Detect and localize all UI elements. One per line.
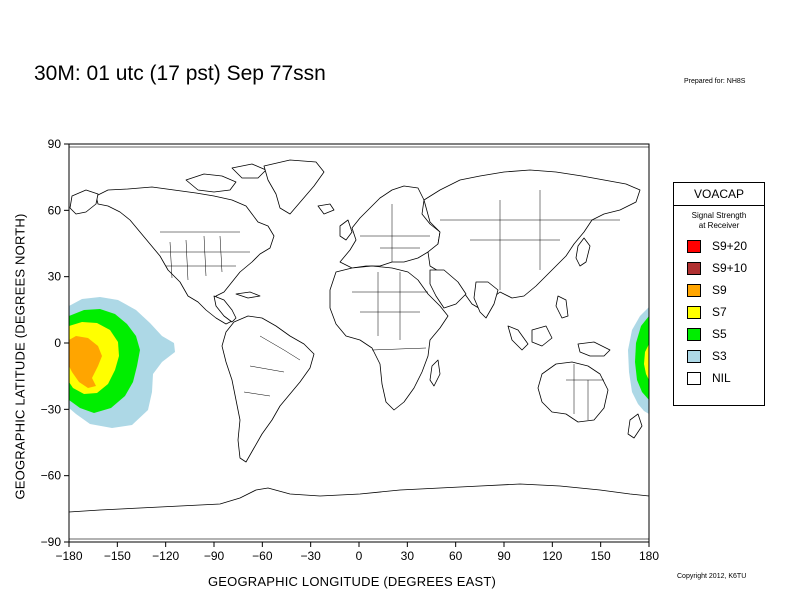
y-tick-label: −30	[41, 402, 62, 416]
legend-item-label: NIL	[712, 371, 731, 385]
india	[473, 281, 499, 319]
y-tick-label: −90	[41, 535, 62, 549]
sumatra	[507, 325, 529, 351]
legend-subtitle: Signal Strength at Receiver	[674, 211, 764, 231]
legend-item: S9	[674, 279, 764, 301]
madagascar	[429, 359, 441, 387]
legend-item-label: S9+20	[712, 239, 748, 253]
y-tick-label: 60	[48, 203, 62, 217]
europe	[339, 185, 441, 269]
legend-item: S7	[674, 301, 764, 323]
coverage-s5-east	[635, 316, 649, 400]
legend-swatch	[687, 371, 701, 385]
australia	[537, 361, 609, 423]
central-america	[213, 295, 237, 323]
tick-marks	[64, 143, 650, 547]
x-tick-label: −180	[55, 549, 82, 563]
japan	[575, 237, 591, 267]
alaska	[69, 189, 99, 215]
legend-item: S9+20	[674, 235, 764, 257]
x-tick-label: 90	[497, 549, 511, 563]
borneo	[531, 325, 553, 347]
legend-swatch	[687, 327, 701, 341]
y-tick-label: −60	[41, 469, 62, 483]
new-guinea	[577, 341, 611, 357]
legend-item: S5	[674, 323, 764, 345]
legend-item-label: S3	[712, 349, 727, 363]
legend-subtitle-line2: at Receiver	[698, 221, 740, 230]
arctic-islands	[185, 173, 237, 193]
legend-item: NIL	[674, 367, 764, 389]
legend-subtitle-line1: Signal Strength	[691, 211, 747, 220]
map-title: 30M: 01 utc (17 pst) Sep 77ssn	[34, 62, 326, 85]
legend-swatch	[687, 349, 701, 363]
tick-labels: −180 −150 −120 −90 −60 −30 0 30 60 90 120 150 180 90 6…	[41, 137, 660, 563]
y-axis-label: GEOGRAPHIC LATITUDE (DEGREES NORTH)	[12, 213, 28, 500]
arabia	[429, 269, 467, 309]
x-tick-label: −30	[300, 549, 321, 563]
x-axis-label: GEOGRAPHIC LONGITUDE (DEGREES EAST)	[208, 574, 496, 589]
legend-item-label: S5	[712, 327, 727, 341]
x-tick-label: 30	[401, 549, 415, 563]
philippines	[555, 295, 569, 319]
coverage-s7-east	[644, 344, 649, 380]
coverage-regions	[69, 297, 649, 428]
x-tick-label: −60	[252, 549, 273, 563]
x-tick-label: 60	[449, 549, 463, 563]
legend-item-label: S9	[712, 283, 727, 297]
arctic-islands-2	[231, 163, 267, 179]
greenland	[263, 159, 325, 215]
cuba	[235, 291, 261, 299]
south-america	[221, 315, 315, 463]
x-tick-label: −90	[204, 549, 225, 563]
legend-item-label: S9+10	[712, 261, 748, 275]
africa	[329, 265, 449, 411]
north-america	[95, 186, 275, 325]
legend-items: S9+20 S9+10 S9 S7 S5 S3 NIL	[674, 235, 764, 389]
legend-item: S3	[674, 345, 764, 367]
legend: VOACAP Signal Strength at Receiver S9+20…	[673, 182, 765, 406]
legend-item-label: S7	[712, 305, 727, 319]
coverage-s9-west-spot	[82, 372, 92, 384]
x-tick-label: 0	[356, 549, 363, 563]
x-tick-label: 180	[639, 549, 659, 563]
y-tick-label: 90	[48, 137, 62, 151]
legend-swatch	[687, 239, 701, 253]
y-tick-label: 0	[54, 336, 61, 350]
copyright: Copyright 2012, K6TU	[677, 573, 747, 580]
new-zealand	[627, 413, 643, 439]
legend-swatch	[687, 261, 701, 275]
antarctica	[69, 483, 649, 542]
coverage-s9-west	[69, 336, 102, 388]
legend-swatch	[687, 305, 701, 319]
prepared-for: Prepared for: NH8S	[684, 78, 746, 85]
x-tick-label: −150	[104, 549, 131, 563]
iceland	[317, 203, 335, 215]
x-tick-label: 150	[591, 549, 611, 563]
borders	[160, 190, 620, 420]
x-tick-label: −120	[152, 549, 179, 563]
legend-title: VOACAP	[674, 183, 764, 206]
britain	[339, 219, 353, 241]
y-tick-label: 30	[48, 270, 62, 284]
legend-swatch	[687, 283, 701, 297]
x-tick-label: 120	[542, 549, 562, 563]
legend-item: S9+10	[674, 257, 764, 279]
continents	[69, 159, 649, 542]
